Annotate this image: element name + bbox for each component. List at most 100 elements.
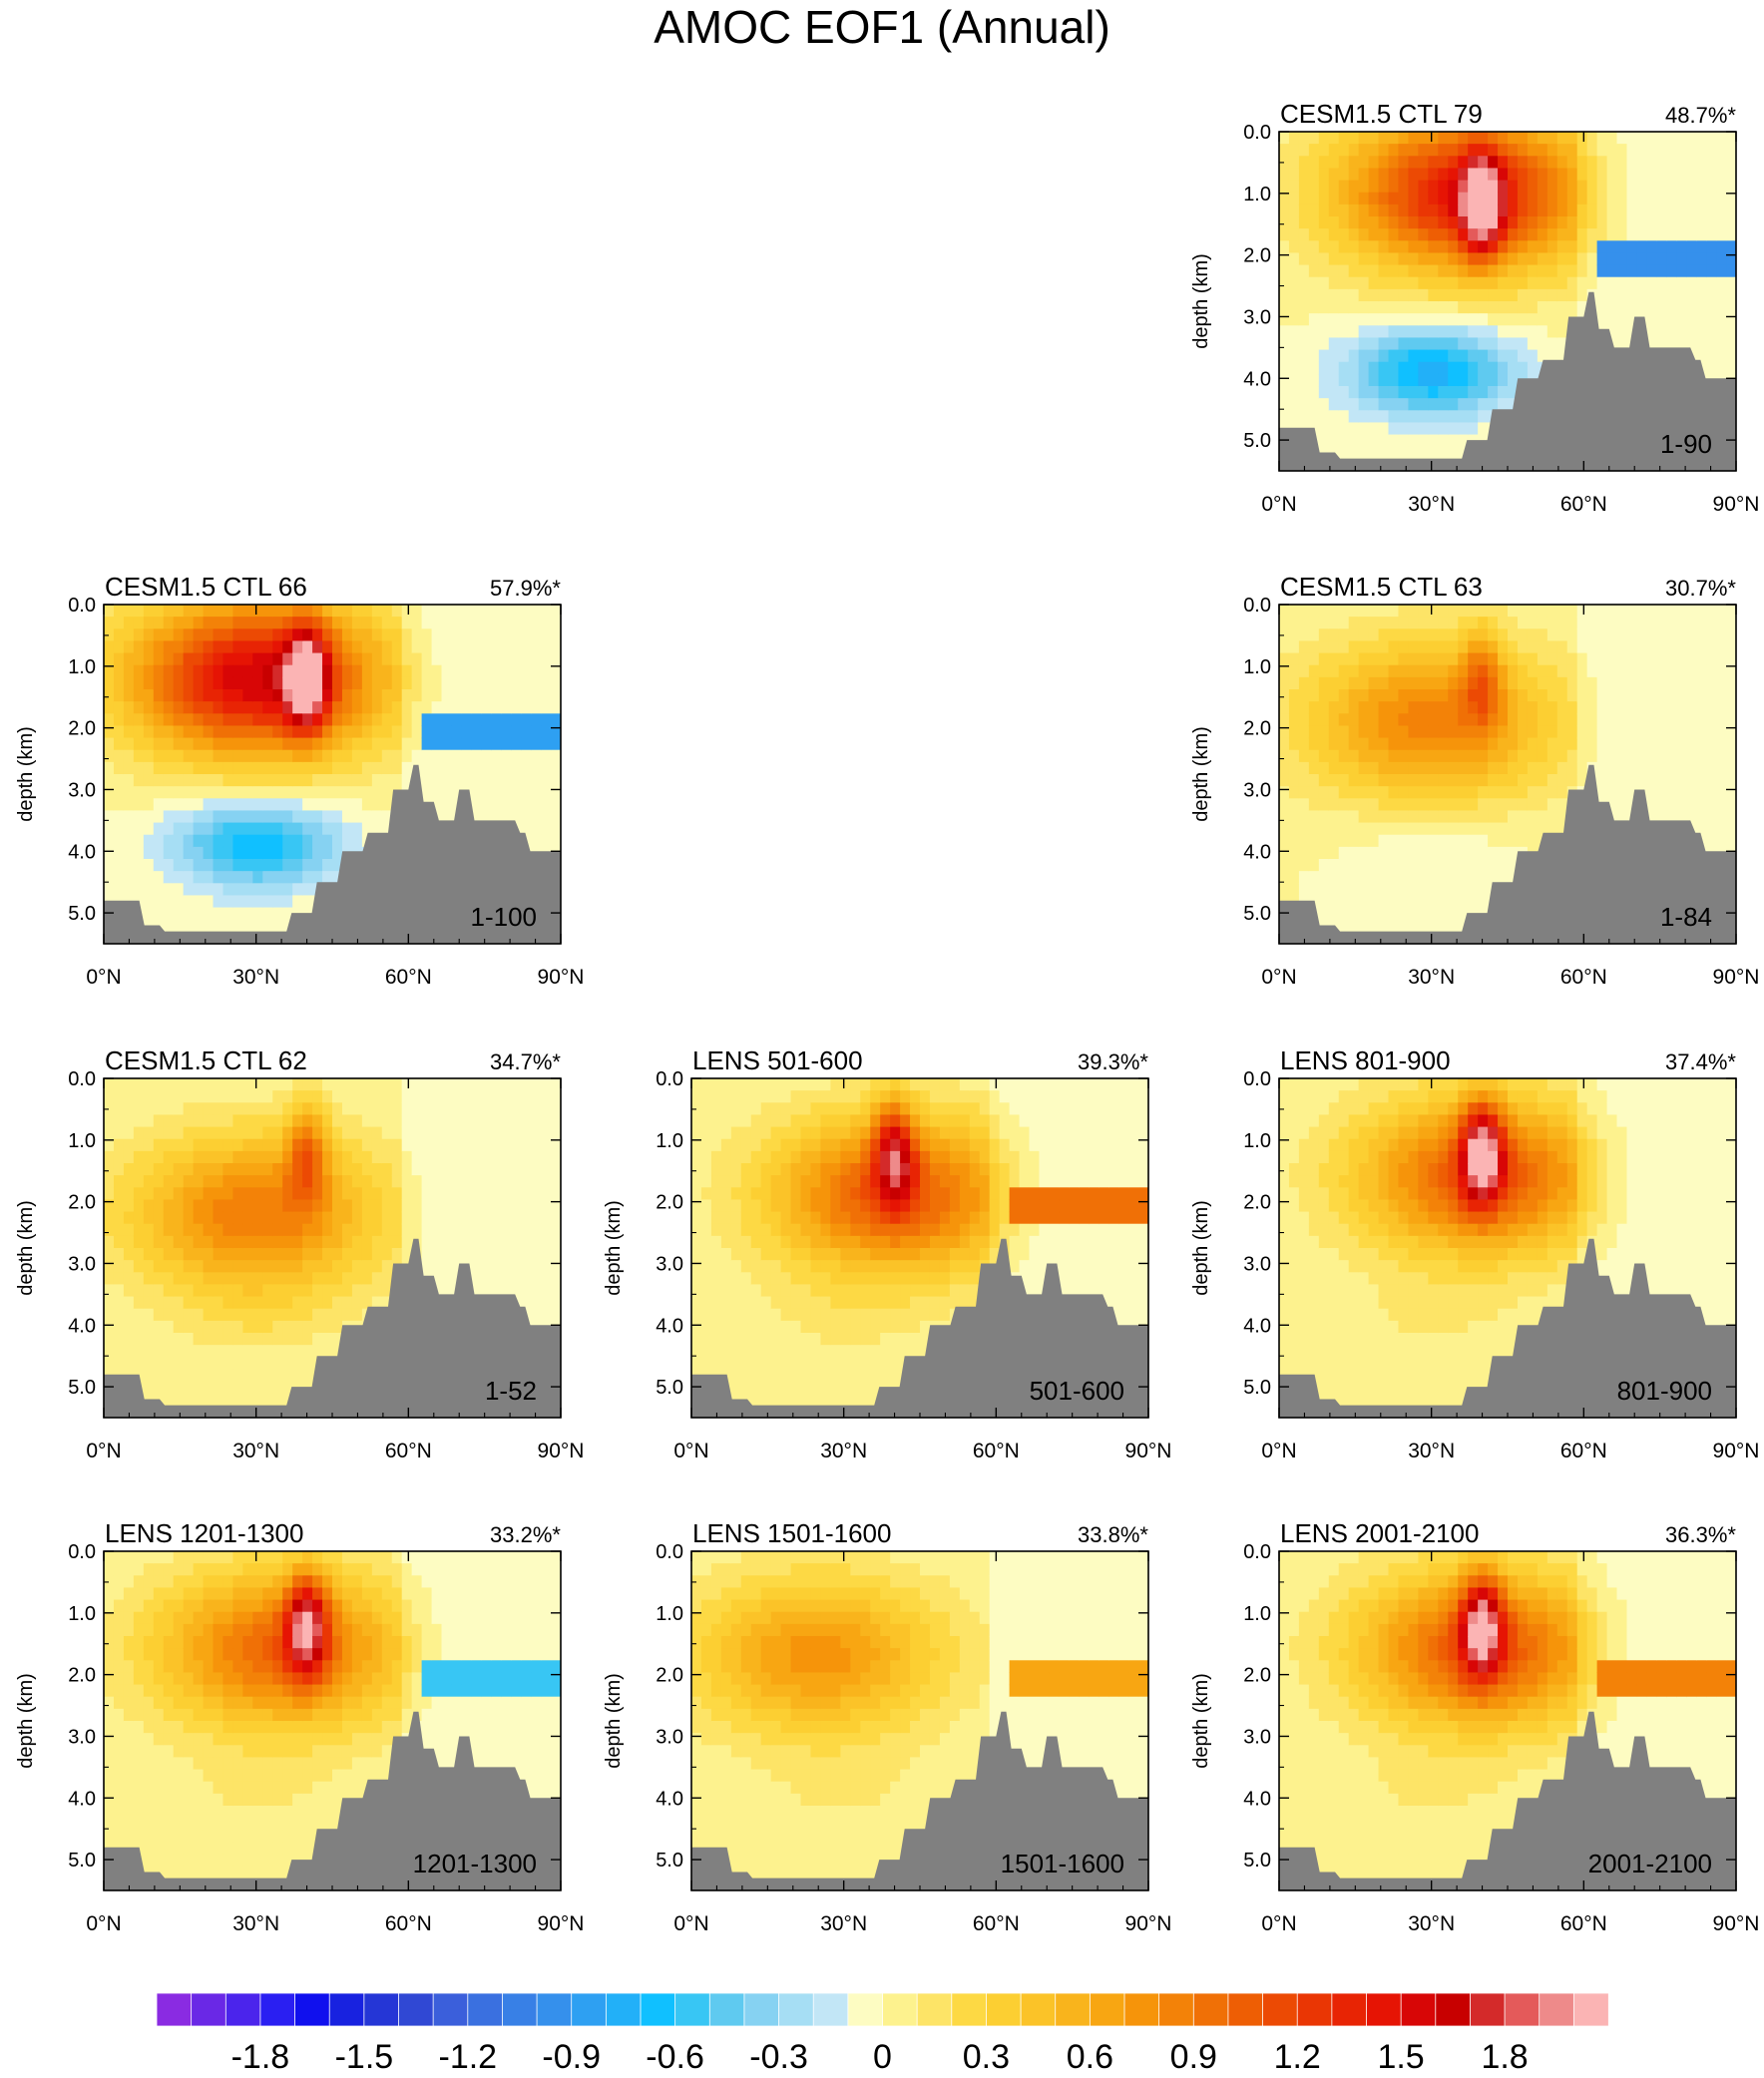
- field-cell: [1438, 701, 1449, 714]
- field-cell: [1468, 264, 1479, 278]
- field-cell: [1458, 725, 1469, 739]
- field-cell: [1508, 386, 1519, 399]
- field-cell: [351, 798, 363, 812]
- field-cell: [222, 1114, 234, 1128]
- field-cell: [1606, 132, 1618, 145]
- field-cell: [232, 834, 243, 848]
- field-cell: [1546, 252, 1558, 266]
- field-cell: [1438, 652, 1449, 666]
- field-cell: [292, 1223, 303, 1237]
- field-cell: [481, 725, 492, 739]
- field-cell: [361, 786, 373, 799]
- field-cell: [1318, 361, 1330, 375]
- field-cell: [133, 871, 145, 884]
- field-cell: [1408, 410, 1419, 424]
- field-cell: [1626, 228, 1638, 241]
- field-cell: [153, 846, 165, 860]
- field-cell: [431, 652, 443, 666]
- field-cell: [1328, 192, 1340, 206]
- field-cell: [1438, 276, 1449, 290]
- field-cell: [332, 822, 343, 836]
- field-cell: [471, 628, 482, 642]
- field-cell: [1308, 168, 1320, 182]
- field-cell: [351, 1114, 363, 1128]
- field-cell: [1398, 871, 1410, 884]
- field-cell: [1398, 846, 1410, 860]
- field-cell: [282, 1248, 293, 1261]
- field-cell: [1527, 664, 1539, 678]
- field-cell: [1348, 640, 1360, 654]
- field-cell: [1358, 737, 1370, 751]
- field-cell: [332, 1175, 343, 1188]
- field-cell: [1388, 276, 1400, 290]
- field-cell: [1368, 192, 1380, 206]
- field-cell: [123, 871, 135, 884]
- field-cell: [203, 774, 215, 787]
- field-cell: [173, 640, 185, 654]
- field-cell: [1498, 798, 1509, 812]
- field-cell: [1636, 252, 1647, 266]
- field-cell: [1616, 713, 1628, 727]
- field-cell: [1478, 798, 1489, 812]
- field-cell: [1596, 313, 1608, 326]
- field-cell: [1358, 895, 1370, 909]
- field-cell: [203, 725, 215, 739]
- field-cell: [1468, 774, 1479, 787]
- field-cell: [341, 737, 353, 751]
- field-cell: [252, 1284, 263, 1298]
- field-cell: [391, 640, 403, 654]
- field-cell: [1298, 846, 1310, 860]
- field-cell: [153, 676, 165, 690]
- field-cell: [1527, 228, 1539, 241]
- field-cell: [491, 737, 502, 751]
- field-cell: [242, 1211, 253, 1225]
- field-cell: [1328, 846, 1340, 860]
- field-cell: [1646, 713, 1657, 727]
- field-cell: [1458, 737, 1469, 751]
- field-cell: [1626, 676, 1638, 690]
- field-cell: [1438, 337, 1449, 351]
- field-cell: [1626, 192, 1638, 206]
- field-cell: [163, 859, 175, 872]
- field-cell: [183, 1187, 195, 1201]
- field-cell: [312, 1150, 323, 1164]
- field-cell: [1368, 846, 1380, 860]
- field-cell: [1478, 301, 1489, 314]
- field-cell: [1298, 883, 1310, 897]
- field-cell: [1318, 313, 1330, 326]
- field-cell: [322, 1114, 333, 1128]
- field-cell: [1636, 652, 1647, 666]
- field-cell: [143, 1333, 155, 1346]
- field-cell: [1448, 652, 1459, 666]
- field-cell: [104, 652, 115, 666]
- field-cell: [203, 871, 215, 884]
- x-tick-label: 0°N: [1261, 966, 1296, 989]
- field-cell: [1428, 676, 1439, 690]
- field-cell: [1716, 204, 1727, 217]
- field-cell: [1498, 676, 1509, 690]
- field-cell: [411, 617, 423, 629]
- field-cell: [1498, 192, 1509, 206]
- field-cell: [1646, 252, 1657, 266]
- field-cell: [282, 774, 293, 787]
- field-cell: [1368, 883, 1380, 897]
- field-cell: [123, 834, 135, 848]
- field-cell: [1318, 252, 1330, 266]
- field-cell: [1537, 180, 1548, 194]
- field-cell: [1646, 228, 1657, 241]
- field-cell: [451, 652, 463, 666]
- field-cell: [1298, 216, 1310, 229]
- field-cell: [203, 676, 215, 690]
- field-cell: [1478, 652, 1489, 666]
- field-cell: [381, 822, 393, 836]
- field-cell: [242, 1090, 253, 1103]
- field-cell: [292, 1114, 303, 1128]
- field-cell: [113, 1150, 125, 1164]
- field-cell: [1338, 216, 1350, 229]
- field-cell: [282, 652, 293, 666]
- field-cell: [1646, 810, 1657, 824]
- field-cell: [1438, 252, 1449, 266]
- field-cell: [1348, 252, 1360, 266]
- field-cell: [163, 701, 175, 714]
- field-cell: [1458, 264, 1469, 278]
